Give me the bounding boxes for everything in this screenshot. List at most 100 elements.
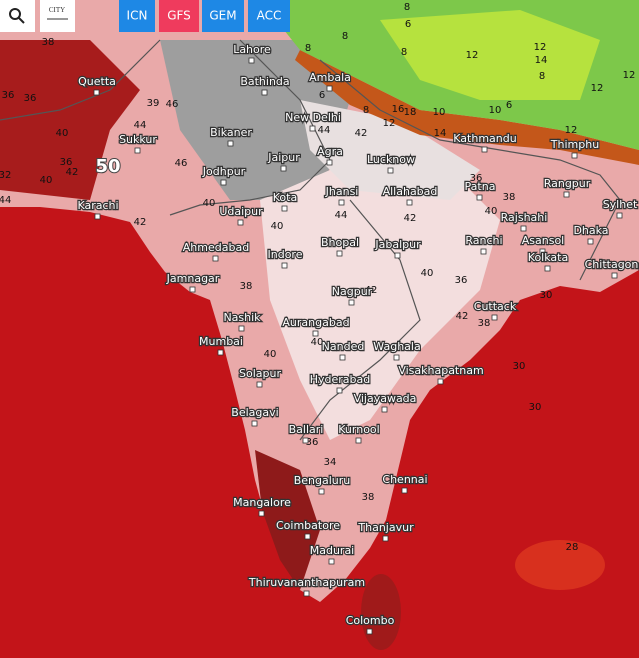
- city-label: Rangpur: [544, 177, 591, 190]
- zoom-icon: [18, 17, 25, 24]
- contour-label: 32: [0, 170, 11, 181]
- city-dot: [393, 354, 400, 361]
- model-button[interactable]: [119, 0, 155, 32]
- city-dot: [93, 89, 100, 96]
- city-label: Thiruvananthapuram: [248, 576, 365, 589]
- city-label: Lahore: [233, 43, 271, 56]
- contour-label: 8: [539, 71, 545, 82]
- city-label: Bikaner: [210, 126, 252, 139]
- contour-label: 46: [175, 158, 188, 169]
- city-label: Quetta: [78, 75, 116, 88]
- city-dot: [491, 314, 498, 321]
- city-label: Asansol: [522, 234, 565, 247]
- contour-label: 10: [489, 105, 502, 116]
- city-dot: [238, 325, 245, 332]
- city-dot: [261, 89, 268, 96]
- model-button-label: GEM: [209, 9, 236, 23]
- model-button[interactable]: [159, 0, 199, 32]
- city-label: Kathmandu: [453, 132, 516, 145]
- city-dot: [212, 255, 219, 262]
- contour-label: 12: [591, 83, 604, 94]
- grey-north: [160, 40, 350, 200]
- city-label: Karachi: [77, 199, 118, 212]
- city-label: Kurnool: [338, 423, 379, 436]
- contour-label: 8: [363, 105, 369, 116]
- city-dot: [251, 420, 258, 427]
- city-dot: [571, 152, 578, 159]
- city-label: Jaipur: [267, 151, 300, 164]
- city-dot: [281, 205, 288, 212]
- city-label: Solapur: [239, 367, 281, 380]
- contour-label: 36: [2, 90, 15, 101]
- city-label: Mangalore: [233, 496, 291, 509]
- contour-label: 12: [565, 125, 578, 136]
- light-center: [260, 170, 500, 440]
- contour-label: 8: [305, 43, 311, 54]
- city-dot: [355, 437, 362, 444]
- city-button[interactable]: [40, 0, 75, 32]
- city-label: Sylhet: [603, 198, 638, 211]
- contour-label: 8: [342, 31, 348, 42]
- city-dot: [326, 85, 333, 92]
- city-dot: [394, 252, 401, 259]
- city-dot: [281, 262, 288, 269]
- city-label: Allahabad: [383, 185, 438, 198]
- city-dot: [382, 535, 389, 542]
- contour-label: 36: [470, 173, 483, 184]
- city-label: Indore: [268, 248, 303, 261]
- city-dot: [312, 330, 319, 337]
- city-dot: [544, 265, 551, 272]
- contour-label: 12: [623, 70, 636, 81]
- contour-label: 50: [95, 156, 120, 177]
- contour-label: 40: [56, 128, 69, 139]
- contour-label: 30: [529, 402, 542, 413]
- gangetic-plain: [300, 100, 480, 200]
- city-dot: [134, 147, 141, 154]
- city-dot: [303, 590, 310, 597]
- green-light: [380, 10, 600, 100]
- contour-label: 38: [362, 492, 375, 503]
- contour-label: 10: [433, 107, 446, 118]
- zoom-button[interactable]: [0, 0, 35, 32]
- city-dot: [348, 299, 355, 306]
- model-button[interactable]: [248, 0, 290, 32]
- city-label: Ambala: [309, 71, 351, 84]
- contour-label: 42: [66, 167, 79, 178]
- contour-label: 38: [478, 318, 491, 329]
- contour-label: 42: [365, 285, 378, 296]
- city-dot: [520, 225, 527, 232]
- city-label: Sukkur: [119, 133, 157, 146]
- city-dot: [328, 558, 335, 565]
- contour-label: 30: [513, 361, 526, 372]
- model-button[interactable]: [202, 0, 244, 32]
- city-dot: [220, 179, 227, 186]
- city-dot: [616, 212, 623, 219]
- city-label: Agra: [317, 145, 343, 158]
- city-label: Nagpur: [332, 285, 373, 298]
- contour-label: 40: [271, 221, 284, 232]
- contour-label: 14: [535, 55, 548, 66]
- city-label: Aurangabad: [282, 316, 349, 329]
- contour-label: 40: [203, 198, 216, 209]
- border: [169, 39, 331, 216]
- contour-label: 12: [534, 42, 547, 53]
- city-label: Chennai: [382, 473, 427, 486]
- sri-lanka: [361, 574, 401, 650]
- contour-label: 36: [24, 93, 37, 104]
- city-dot: [406, 199, 413, 206]
- contour-label: 36: [455, 275, 468, 286]
- city-dot: [338, 199, 345, 206]
- city-label: Vijayawada: [354, 392, 417, 405]
- city-dot: [227, 140, 234, 147]
- city-dot: [480, 248, 487, 255]
- city-label: Nanded: [322, 340, 365, 353]
- city-label: Ballari: [289, 423, 324, 436]
- city-dot: [304, 533, 311, 540]
- city-label: Madurai: [310, 544, 355, 557]
- contour-label: 28: [566, 542, 579, 553]
- model-button-label: GFS: [167, 9, 191, 23]
- city-dot: [258, 510, 265, 517]
- contour-label: 46: [166, 99, 179, 110]
- city-label: Coimbatore: [276, 519, 340, 532]
